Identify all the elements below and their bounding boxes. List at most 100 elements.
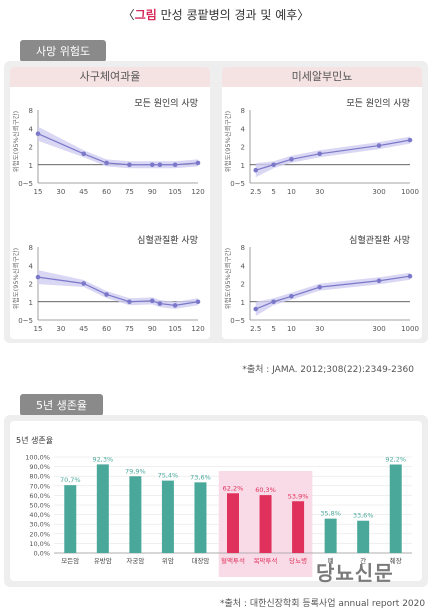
- x-tick-label: 30: [315, 188, 324, 196]
- category-label: 자궁암: [126, 556, 144, 565]
- y-tick-label: 8: [29, 244, 33, 252]
- data-label: 70,7%: [60, 476, 81, 484]
- y-tick-label: 4: [241, 125, 246, 133]
- data-point: [253, 306, 259, 312]
- data-label: 35,8%: [320, 510, 341, 518]
- x-tick-label: 300: [372, 325, 385, 333]
- gfr-card-header: 사구체여과율: [10, 67, 210, 87]
- data-label: 60,3%: [255, 486, 276, 494]
- y-tick-label: 2: [241, 144, 245, 152]
- y-axis-label: 위험도(95%신뢰구간): [11, 248, 20, 309]
- bar: [259, 495, 272, 553]
- section-tab-survival: 5년 생존율: [20, 394, 103, 416]
- x-tick-label: 300: [372, 188, 385, 196]
- chart-title: 심혈관질환 사망: [349, 234, 410, 246]
- data-point: [127, 162, 132, 168]
- data-point: [104, 292, 109, 297]
- bar: [64, 485, 77, 553]
- bar: [324, 518, 337, 553]
- x-tick-label: 120: [191, 188, 204, 196]
- bar: [389, 464, 402, 553]
- y-axis-label: 위험도(95%신뢰구간): [223, 248, 232, 309]
- x-tick-label: 30: [315, 325, 324, 333]
- y-tick-label: 0,0%: [33, 550, 50, 558]
- data-label: 79,9%: [125, 467, 146, 475]
- x-tick-label: 1000: [401, 188, 419, 196]
- y-tick-label: 8: [29, 107, 33, 115]
- y-tick-label: 1: [29, 299, 33, 307]
- chart-title: 모든 원인의 사망: [134, 98, 198, 109]
- data-point: [172, 162, 178, 168]
- category-label: 위암: [162, 557, 174, 565]
- bar: [96, 464, 109, 553]
- category-label: 췌장: [390, 556, 402, 565]
- data-point: [253, 167, 259, 173]
- data-label: 33,6%: [353, 512, 374, 520]
- data-point: [149, 162, 155, 168]
- y-tick-label: 10,0%: [29, 540, 50, 548]
- data-point: [127, 299, 132, 305]
- y-tick-label: 4: [29, 125, 34, 133]
- y-tick-label: 2: [29, 144, 33, 152]
- x-tick-label: 105: [168, 188, 181, 196]
- data-label: 92,2%: [385, 455, 406, 463]
- source-jama: *출처 : JAMA. 2012;308(22):2349-2360: [242, 365, 414, 375]
- series-line: [255, 139, 411, 171]
- albumin-card-header: 미세알부민뇨: [222, 67, 422, 87]
- x-tick-label: 30: [56, 325, 65, 333]
- bar-chart-title: 5년 생존율: [16, 435, 53, 445]
- x-tick-label: 90: [148, 325, 157, 333]
- title-prefix: 〈: [122, 8, 135, 22]
- y-axis-label: 위험도(95%신뢰구간): [11, 111, 20, 172]
- data-point: [289, 293, 294, 299]
- bar: [227, 493, 239, 553]
- data-point: [35, 274, 41, 280]
- x-tick-label: 10: [287, 325, 296, 333]
- data-point: [317, 151, 323, 157]
- data-label: 73,6%: [190, 473, 211, 481]
- watermark-logo: 당뇨신문: [316, 561, 394, 585]
- y-tick-label: 0~5: [230, 180, 245, 188]
- x-tick-label: 15: [34, 188, 43, 196]
- data-point: [195, 299, 201, 305]
- x-tick-label: 45: [79, 188, 88, 196]
- survival-card: [10, 421, 422, 581]
- y-tick-label: 90,0%: [29, 463, 50, 471]
- data-point: [149, 298, 155, 304]
- data-point: [407, 273, 413, 279]
- data-point: [157, 162, 163, 168]
- series-line: [37, 133, 199, 166]
- x-tick-label: 5: [271, 325, 275, 333]
- y-tick-label: 50,0%: [29, 502, 50, 510]
- confidence-band: [255, 136, 410, 178]
- x-tick-label: 2.5: [250, 188, 261, 196]
- x-tick-label: 5: [271, 188, 275, 196]
- x-tick-label: 120: [191, 325, 204, 333]
- confidence-band: [255, 272, 410, 317]
- data-point: [376, 278, 382, 284]
- data-label: 75,4%: [158, 472, 179, 480]
- x-tick-label: 90: [148, 188, 157, 196]
- y-tick-label: 1: [241, 299, 245, 307]
- category-label: 대장암: [191, 556, 209, 565]
- y-tick-label: 60,0%: [29, 492, 50, 500]
- x-tick-label: 30: [56, 188, 65, 196]
- x-tick-label: 10: [287, 188, 296, 196]
- y-tick-label: 2: [29, 281, 33, 289]
- category-label: 폐: [328, 556, 334, 565]
- x-tick-label: 60: [102, 325, 111, 333]
- y-tick-label: 8: [241, 244, 245, 252]
- data-label: 92,3%: [92, 455, 113, 463]
- series-line: [37, 276, 199, 307]
- y-tick-label: 8: [241, 107, 245, 115]
- y-tick-label: 4: [29, 262, 34, 270]
- y-tick-label: 80,0%: [29, 473, 50, 481]
- series-line: [255, 275, 411, 310]
- category-label: 모든암: [61, 557, 79, 565]
- confidence-band: [38, 270, 198, 309]
- title-accent: 그림: [134, 8, 157, 22]
- chart-survival: 5년 생존율 100,0%90,0% 80,0%70,0% 60,0% 50,0%40,…: [16, 435, 412, 577]
- chart-title: 심혈관질환 사망: [137, 234, 198, 246]
- y-tick-label: 1: [241, 162, 245, 170]
- y-tick-label: 4: [241, 262, 246, 270]
